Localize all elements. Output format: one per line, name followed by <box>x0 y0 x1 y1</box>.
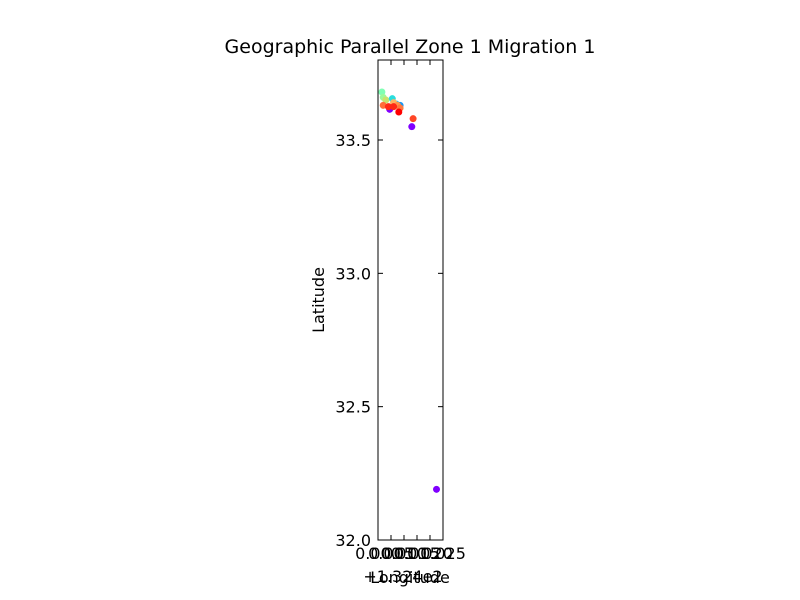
data-point <box>390 103 398 111</box>
data-point <box>382 96 390 104</box>
data-point <box>408 123 416 131</box>
data-point <box>378 88 386 96</box>
data-point <box>395 108 403 116</box>
y-tick-label: 32.5 <box>335 398 371 417</box>
data-point <box>433 485 440 493</box>
plot-area <box>377 59 444 541</box>
x-tick-label: 0.025 <box>420 544 466 563</box>
y-tick-label: 32.0 <box>335 531 371 550</box>
x-tick-label: 0.010 <box>381 544 427 563</box>
x-tick-label: 0.000 <box>355 544 401 563</box>
y-tick-label: 33.0 <box>335 264 371 283</box>
x-tick-label: 0.015 <box>394 544 440 563</box>
y-tick-label: 33.5 <box>335 131 371 150</box>
x-tick-label: 0.020 <box>407 544 453 563</box>
chart-title: Geographic Parallel Zone 1 Migration 1 <box>225 36 596 58</box>
data-points <box>378 88 440 493</box>
data-point <box>384 103 392 111</box>
x-axis-label: Longitude <box>370 568 450 587</box>
x-axis-offset-label: +1.324e2 <box>363 567 442 586</box>
y-axis-label: Latitude <box>309 267 328 333</box>
data-point <box>409 115 417 123</box>
x-tick-label: 0.005 <box>368 544 414 563</box>
